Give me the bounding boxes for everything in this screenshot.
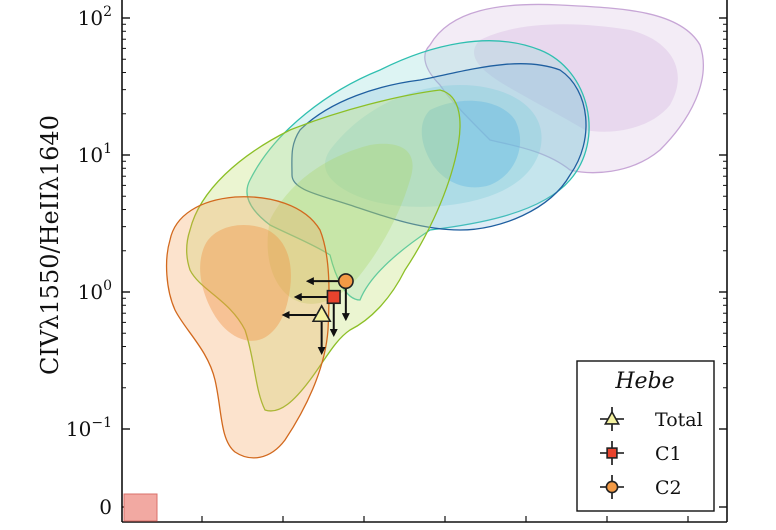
y-axis-label: CIVλ1550/HeIIλ1640 <box>36 115 64 375</box>
density-regions <box>165 3 704 459</box>
violet-region <box>424 3 704 174</box>
teal-region-inner <box>325 85 542 207</box>
marker-c1 <box>293 289 341 337</box>
legend: Hebe Total C1 C2 <box>576 360 715 512</box>
legend-items: Total C1 C2 <box>600 407 703 499</box>
y-tick-label: 102 <box>78 4 112 30</box>
marker-symbol <box>326 289 341 305</box>
teal-region <box>246 40 590 301</box>
y-tick-label: 0 <box>99 495 112 519</box>
legend-label: C2 <box>655 477 682 499</box>
teal-region-outline <box>246 40 590 301</box>
corner-box <box>123 493 158 522</box>
blue-region-inner <box>421 100 521 188</box>
legend-item-c1: C1 <box>600 441 682 465</box>
y-tick-label: 101 <box>78 141 112 167</box>
legend-symbol <box>606 447 618 459</box>
orange-region <box>165 196 330 459</box>
marker-total <box>281 304 332 355</box>
legend-label: C1 <box>655 443 682 465</box>
violet-region-inner <box>474 24 678 132</box>
y-tick-label: 10−1 <box>66 415 112 441</box>
y-tick-label: 100 <box>78 278 112 304</box>
legend-symbol <box>603 410 621 425</box>
marker-symbol <box>337 273 354 290</box>
orange-region-outline <box>165 196 330 459</box>
legend-title: Hebe <box>614 369 674 394</box>
legend-box <box>576 360 715 512</box>
legend-symbol <box>605 480 619 494</box>
marker-symbol <box>311 304 332 323</box>
data-markers <box>281 273 354 355</box>
green-region-inner <box>267 143 413 304</box>
green-region <box>185 89 461 412</box>
marker-c2 <box>305 273 354 322</box>
green-region-outline <box>185 89 461 412</box>
x-tick-marks <box>201 516 689 522</box>
legend-label: Total <box>655 409 703 431</box>
legend-item-c2: C2 <box>600 475 682 499</box>
y-ticks: 102 101 100 10−1 0 <box>66 4 727 519</box>
legend-item-total: Total <box>600 407 703 431</box>
orange-region-inner <box>200 225 291 341</box>
